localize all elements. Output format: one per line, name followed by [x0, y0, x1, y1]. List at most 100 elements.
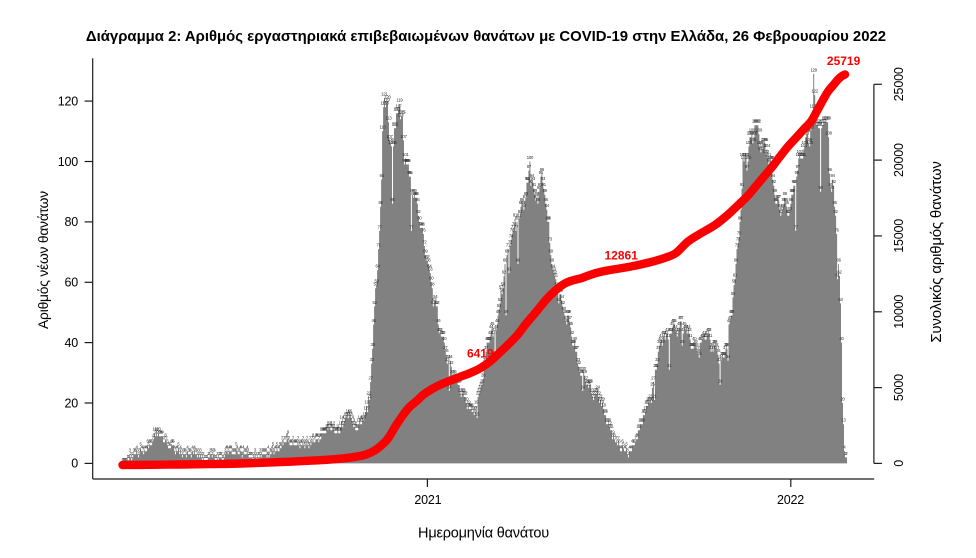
svg-text:76: 76 [510, 227, 515, 232]
svg-text:31: 31 [653, 363, 658, 368]
svg-text:2: 2 [220, 451, 223, 456]
svg-text:77: 77 [511, 224, 516, 229]
svg-text:43: 43 [685, 327, 690, 332]
svg-text:91: 91 [542, 182, 547, 187]
svg-text:3: 3 [227, 448, 230, 453]
svg-text:8: 8 [315, 433, 318, 438]
svg-text:7: 7 [165, 436, 168, 441]
svg-text:3: 3 [184, 448, 187, 453]
svg-text:52: 52 [561, 300, 566, 305]
svg-text:23: 23 [477, 387, 482, 392]
svg-text:89: 89 [410, 188, 415, 193]
svg-text:10: 10 [152, 427, 157, 432]
svg-text:9: 9 [159, 430, 162, 435]
svg-text:44: 44 [489, 324, 494, 329]
svg-text:66: 66 [516, 258, 521, 263]
svg-text:7: 7 [617, 436, 620, 441]
svg-text:72: 72 [422, 239, 427, 244]
svg-text:26: 26 [588, 378, 593, 383]
svg-text:61: 61 [554, 273, 559, 278]
svg-text:56: 56 [500, 288, 505, 293]
svg-text:36: 36 [444, 348, 449, 353]
svg-text:27: 27 [651, 375, 656, 380]
svg-text:4: 4 [191, 445, 194, 450]
svg-text:113: 113 [825, 116, 832, 121]
svg-text:88: 88 [535, 191, 540, 196]
svg-text:7: 7 [297, 436, 300, 441]
svg-text:44: 44 [494, 324, 499, 329]
svg-text:53: 53 [498, 297, 503, 302]
svg-text:40: 40 [839, 336, 844, 341]
svg-text:13: 13 [351, 418, 356, 423]
svg-text:49: 49 [567, 309, 572, 314]
svg-text:82: 82 [518, 209, 523, 214]
svg-text:93: 93 [531, 176, 536, 181]
svg-text:106: 106 [806, 137, 813, 142]
svg-text:39: 39 [660, 339, 665, 344]
svg-text:82: 82 [779, 209, 784, 214]
svg-text:33: 33 [655, 357, 660, 362]
svg-text:6: 6 [632, 439, 635, 444]
svg-text:9: 9 [156, 430, 159, 435]
svg-text:13: 13 [357, 418, 362, 423]
svg-text:0: 0 [126, 457, 129, 462]
svg-text:49: 49 [729, 309, 734, 314]
svg-text:7: 7 [281, 436, 284, 441]
svg-text:2: 2 [257, 451, 260, 456]
svg-text:2: 2 [200, 451, 203, 456]
svg-text:3: 3 [192, 448, 195, 453]
svg-text:3: 3 [137, 448, 140, 453]
svg-text:116: 116 [394, 107, 401, 112]
svg-text:10: 10 [337, 427, 342, 432]
svg-text:8: 8 [317, 433, 320, 438]
svg-text:10: 10 [324, 427, 329, 432]
svg-text:22: 22 [592, 390, 597, 395]
svg-text:10: 10 [154, 427, 159, 432]
svg-text:16: 16 [641, 409, 646, 414]
svg-text:37: 37 [575, 345, 580, 350]
svg-text:6419: 6419 [467, 347, 494, 361]
svg-text:14: 14 [361, 415, 366, 420]
svg-text:89: 89 [412, 188, 417, 193]
svg-text:67: 67 [424, 255, 429, 260]
svg-text:2: 2 [253, 451, 256, 456]
svg-text:66: 66 [426, 258, 431, 263]
svg-text:73: 73 [736, 236, 741, 241]
svg-text:108: 108 [803, 131, 810, 136]
svg-text:93: 93 [541, 176, 546, 181]
svg-text:15: 15 [349, 412, 354, 417]
svg-text:20: 20 [649, 396, 654, 401]
svg-text:4: 4 [628, 445, 631, 450]
svg-text:104: 104 [801, 143, 808, 148]
svg-text:2021: 2021 [414, 493, 441, 507]
svg-text:1: 1 [222, 454, 225, 459]
svg-text:46: 46 [671, 318, 676, 323]
svg-text:21: 21 [652, 393, 657, 398]
svg-text:3: 3 [133, 448, 136, 453]
svg-text:64: 64 [551, 264, 556, 269]
svg-text:45: 45 [569, 321, 574, 326]
svg-text:105: 105 [388, 140, 395, 145]
svg-text:18: 18 [468, 403, 473, 408]
svg-text:3: 3 [234, 448, 237, 453]
svg-text:11: 11 [356, 424, 361, 429]
svg-text:1: 1 [217, 454, 220, 459]
svg-text:80: 80 [417, 215, 422, 220]
svg-text:47: 47 [678, 315, 683, 320]
svg-text:9: 9 [155, 430, 158, 435]
svg-text:1: 1 [127, 454, 130, 459]
svg-text:58: 58 [373, 282, 378, 287]
svg-text:39: 39 [571, 339, 576, 344]
svg-text:105: 105 [390, 140, 397, 145]
svg-text:7: 7 [285, 436, 288, 441]
svg-text:2: 2 [255, 451, 258, 456]
svg-text:57: 57 [499, 285, 504, 290]
svg-text:3: 3 [180, 448, 183, 453]
svg-text:1: 1 [204, 454, 207, 459]
svg-text:109: 109 [756, 128, 763, 133]
svg-text:87: 87 [777, 194, 782, 199]
svg-text:8: 8 [636, 433, 639, 438]
svg-text:16: 16 [603, 409, 608, 414]
svg-text:3: 3 [233, 448, 236, 453]
svg-text:4: 4 [630, 445, 633, 450]
